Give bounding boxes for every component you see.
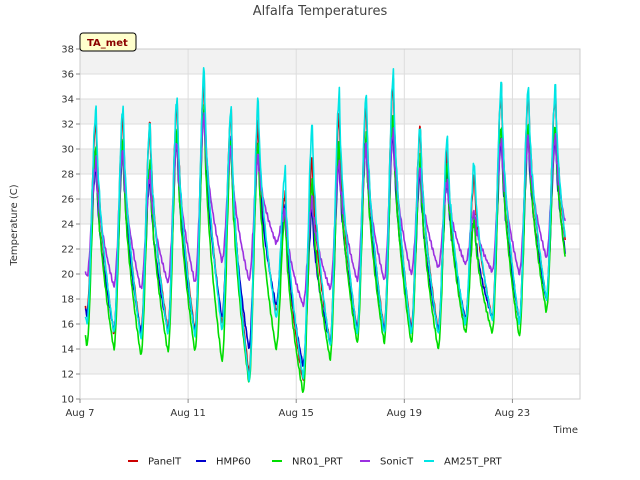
x-axis-label: Time — [553, 425, 578, 436]
chart-title: Alfalfa Temperatures — [253, 4, 388, 19]
y-tick-label: 16 — [61, 320, 74, 331]
legend-label: PanelT — [148, 457, 182, 468]
badge-box — [79, 32, 137, 52]
y-tick-label: 12 — [61, 370, 74, 381]
series-layer — [84, 67, 566, 394]
y-tick-label: 20 — [61, 270, 74, 281]
legend-item-panelt: PanelT — [128, 457, 182, 468]
legend-item-hmp60: HMP60 — [196, 457, 251, 468]
legend-label: HMP60 — [216, 457, 251, 468]
grid-band — [80, 74, 580, 99]
legend-label: AM25T_PRT — [444, 457, 503, 468]
grid-band — [80, 149, 580, 174]
y-tick-label: 22 — [61, 245, 74, 256]
y-tick-label: 32 — [61, 120, 74, 131]
y-axis-ticks: 10 12 14 16 18 20 22 24 26 28 30 32 34 36 38 — [61, 45, 80, 406]
grid-bands — [80, 49, 580, 399]
series-line-am25t-prt — [84, 67, 566, 383]
x-tick-label: Aug 11 — [170, 408, 205, 419]
series-line-nr01-prt — [84, 104, 566, 394]
y-tick-label: 18 — [61, 295, 74, 306]
legend-item-nr01-prt: NR01_PRT — [272, 457, 343, 468]
x-tick-label: Aug 23 — [495, 408, 530, 419]
x-tick-label: Aug 19 — [387, 408, 422, 419]
legend-label: SonicT — [380, 457, 414, 468]
grid-band — [80, 124, 580, 149]
y-tick-label: 14 — [61, 345, 74, 356]
legend-item-sonict: SonicT — [360, 457, 414, 468]
y-tick-label: 36 — [61, 70, 74, 81]
legend-item-am25t-prt: AM25T_PRT — [424, 457, 503, 468]
legend: PanelT HMP60 NR01_PRT SonicT AM25T_PRT — [128, 457, 503, 468]
grid-band — [80, 49, 580, 74]
y-tick-label: 28 — [61, 170, 74, 181]
y-axis-label: Temperature (C) — [9, 184, 20, 266]
y-tick-label: 38 — [61, 45, 74, 56]
y-tick-label: 24 — [61, 220, 74, 231]
x-axis-ticks: Aug 7 Aug 11 Aug 15 Aug 19 Aug 23 — [65, 399, 530, 419]
grid-band — [80, 374, 580, 399]
x-tick-label: Aug 7 — [65, 408, 94, 419]
ta-met-badge: TA_met — [79, 32, 137, 52]
y-tick-label: 26 — [61, 195, 74, 206]
series-line-sonict — [84, 112, 566, 308]
y-tick-label: 34 — [61, 95, 74, 106]
y-tick-label: 30 — [61, 145, 74, 156]
legend-label: NR01_PRT — [292, 457, 343, 468]
badge-label: TA_met — [87, 38, 128, 49]
x-tick-label: Aug 15 — [278, 408, 313, 419]
grid-band — [80, 299, 580, 324]
y-tick-label: 10 — [61, 395, 74, 406]
grid-band — [80, 99, 580, 124]
